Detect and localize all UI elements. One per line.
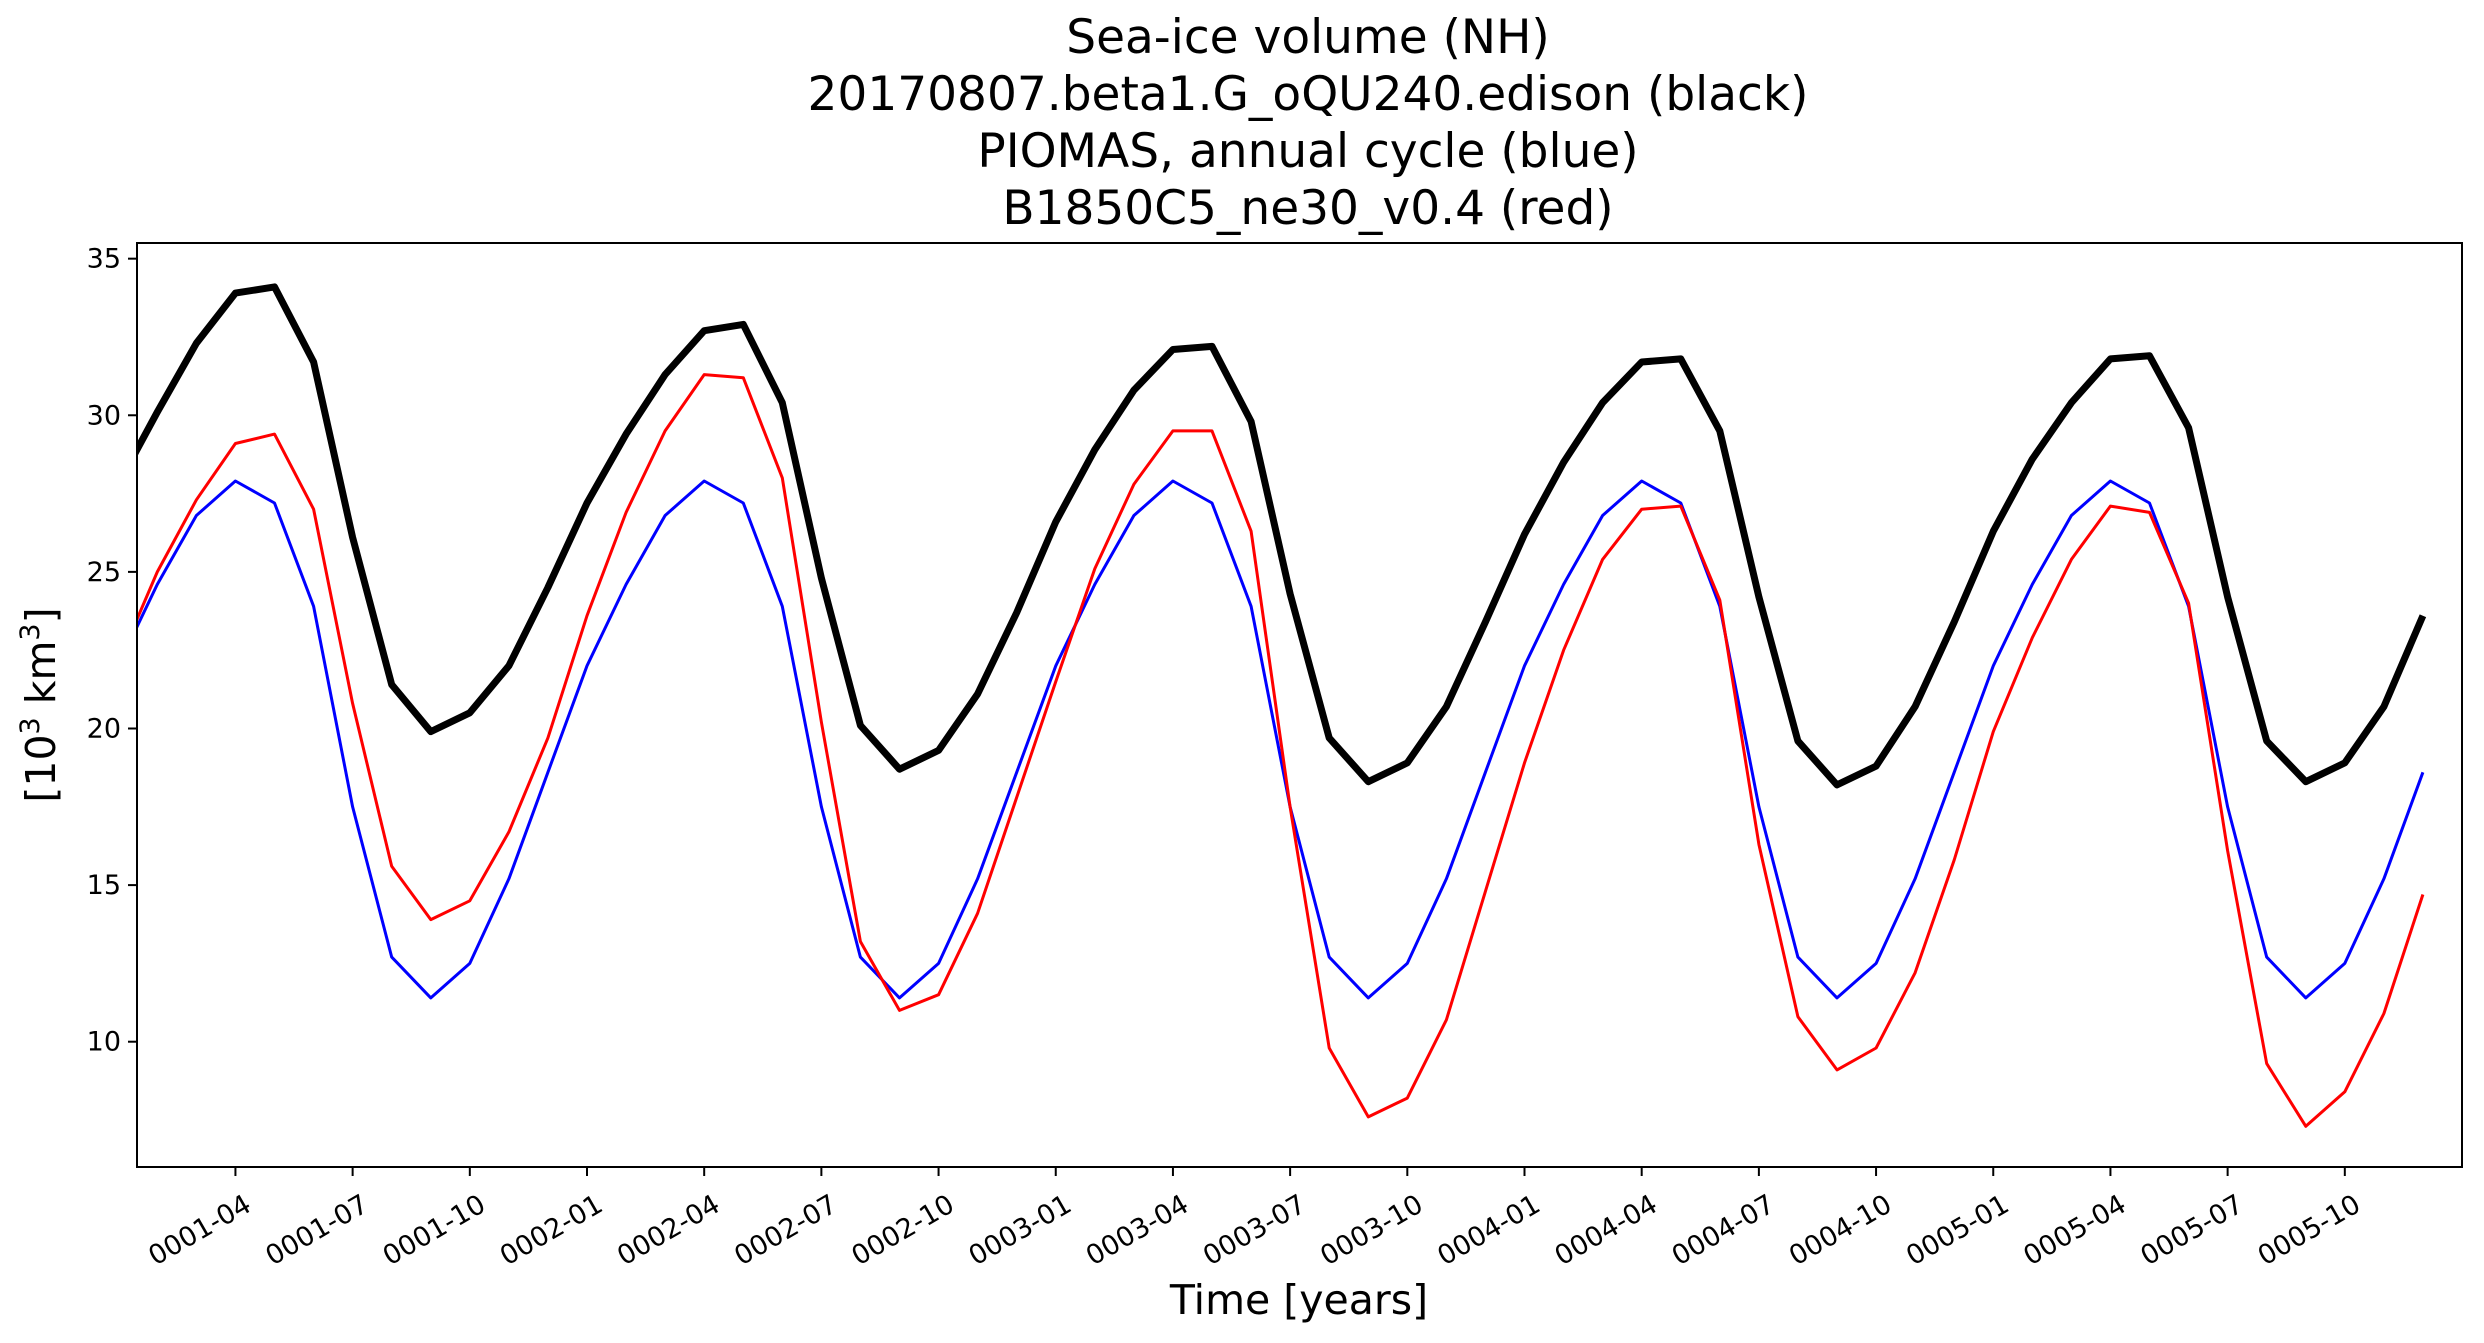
plot-frame (136, 242, 2463, 1168)
y-axis-label: [103 km3] (15, 607, 65, 802)
x-tick-label: 0003-01 (964, 1189, 1077, 1272)
x-tick-label: 0003-10 (1315, 1189, 1428, 1272)
x-tick-label: 0005-07 (2136, 1189, 2249, 1272)
series-layer (137, 283, 2427, 1128)
x-axis-label: Time [years] (1169, 1276, 1428, 1324)
x-tick-label: 0004-01 (1432, 1189, 1545, 1272)
x-tick-label: 0005-04 (2018, 1189, 2131, 1272)
x-tick-label: 0002-07 (729, 1189, 842, 1272)
y-tick-label: 30 (87, 400, 121, 431)
series-line-2 (137, 479, 2425, 1000)
x-tick-label: 0001-07 (261, 1189, 374, 1272)
x-tick-label: 0004-07 (1667, 1189, 1780, 1272)
y-tick-label: 10 (87, 1027, 121, 1058)
y-tick-label: 35 (87, 244, 121, 275)
x-tick-label: 0001-10 (378, 1189, 491, 1272)
x-tick-label: 0003-04 (1081, 1189, 1194, 1272)
y-tick-label: 25 (87, 557, 121, 588)
x-tick-label: 0005-10 (2253, 1189, 2366, 1272)
x-tick-label: 0005-01 (1901, 1189, 2014, 1272)
x-tick-label: 0002-10 (846, 1189, 959, 1272)
title-line-3: PIOMAS, annual cycle (blue) (977, 124, 1638, 179)
x-tick-label: 0002-01 (495, 1189, 608, 1272)
title-line-1: Sea-ice volume (NH) (1066, 10, 1550, 65)
series-line-1 (137, 283, 2427, 789)
y-tick-label: 15 (87, 870, 121, 901)
title-line-4: B1850C5_ne30_v0.4 (red) (1002, 181, 1613, 236)
series-line-3 (137, 373, 2425, 1128)
x-tick-label: 0004-10 (1784, 1189, 1897, 1272)
title-line-2: 20170807.beta1.G_oQU240.edison (black) (808, 67, 1809, 122)
x-tick-label: 0003-07 (1198, 1189, 1311, 1272)
y-axis: 10 15 20 25 30 35 (87, 244, 137, 1058)
x-tick-label: 0002-04 (612, 1189, 725, 1272)
x-tick-label: 0004-04 (1550, 1189, 1663, 1272)
y-tick-label: 20 (87, 713, 121, 744)
x-axis: 0001-04 0001-07 0001-10 0002-01 0002-04 0002-… (143, 1167, 2366, 1272)
chart-title: Sea-ice volume (NH) 20170807.beta1.G_oQU… (808, 10, 1809, 236)
x-tick-label: 0001-04 (143, 1189, 256, 1272)
